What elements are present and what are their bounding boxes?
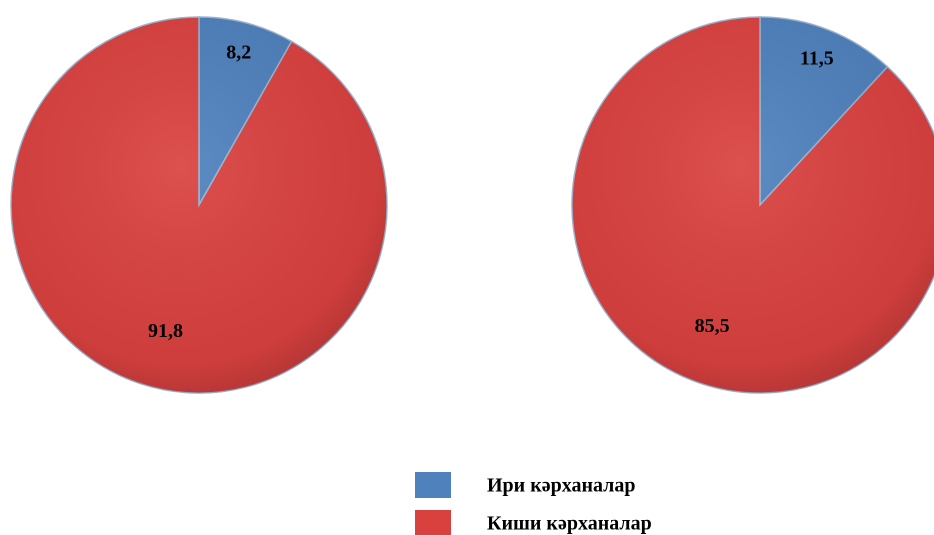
legend-swatch [415,510,451,535]
data-label: 8,2 [226,42,251,64]
legend-label: Ири кәрханалар [487,475,636,497]
data-label: 91,8 [148,320,183,342]
data-label: 11,5 [800,47,834,69]
legend-label: Киши кәрханалар [487,513,652,535]
data-label: 85,5 [695,315,730,337]
legend-swatch [415,472,451,498]
pie-slice [10,16,388,394]
